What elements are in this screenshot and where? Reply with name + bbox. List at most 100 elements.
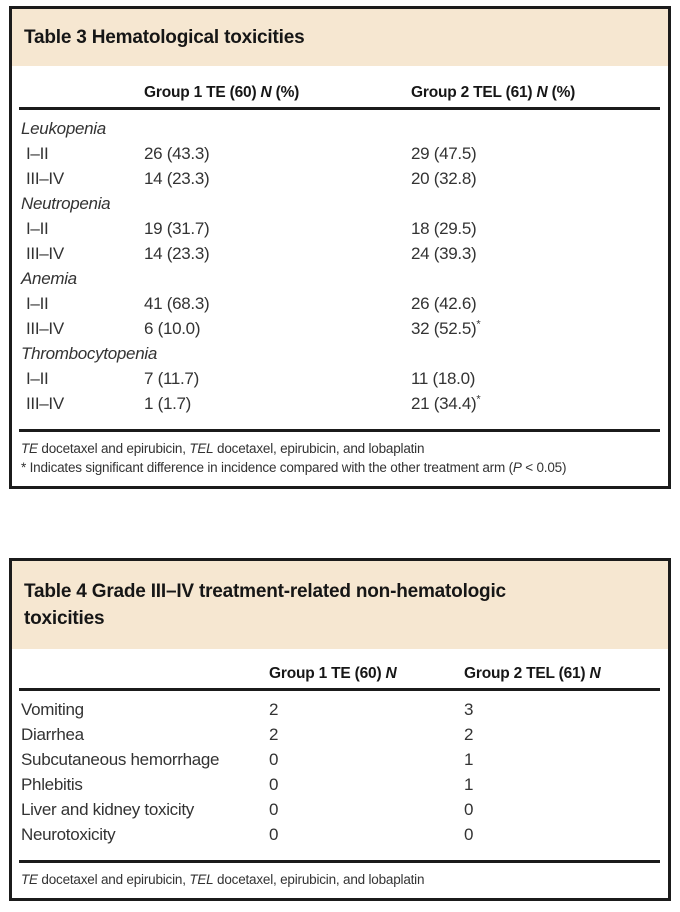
header-text: Group 2 TEL (61): [411, 84, 533, 101]
row-label: Phlebitis: [21, 775, 83, 794]
group2-value: 29 (47.5): [411, 141, 659, 166]
group2-value: 20 (32.8): [411, 166, 659, 191]
table-row: Anemia: [21, 266, 659, 291]
significance-star: *: [476, 318, 481, 331]
p-symbol: P: [512, 460, 522, 475]
row-section-label: Thrombocytopenia: [21, 344, 157, 363]
group2-value: 2: [464, 725, 474, 744]
table3-column-header-row: Group 1 TE (60) N (%) Group 2 TEL (61) N…: [12, 84, 668, 102]
table4-header-rule: [19, 688, 660, 691]
table3-footnotes: TE docetaxel and epirubicin, TEL docetax…: [12, 432, 668, 486]
group1-value: 19 (31.7): [144, 219, 210, 238]
header-text: Group 1 TE (60): [269, 665, 382, 682]
table4-footnotes: TE docetaxel and epirubicin, TEL docetax…: [12, 863, 668, 898]
row-label: III–IV: [26, 319, 64, 338]
group1-value: 26 (43.3): [144, 144, 210, 163]
abbrev-text: docetaxel and epirubicin,: [37, 441, 190, 456]
group1-value: 14 (23.3): [144, 244, 210, 263]
row-section-label: Leukopenia: [21, 119, 106, 138]
table-row: Subcutaneous hemorrhage 0 1: [21, 747, 659, 772]
table3-body: Leukopenia I–II 26 (43.3) 29 (47.5) III–…: [12, 110, 668, 424]
table-row: Neutropenia: [21, 191, 659, 216]
table-row: Leukopenia: [21, 116, 659, 141]
row-label: I–II: [26, 294, 49, 313]
table-row: I–II 41 (68.3) 26 (42.6): [21, 291, 659, 316]
group2-value: 32 (52.5)*: [411, 316, 659, 341]
row-label: III–IV: [26, 244, 64, 263]
table-row: I–II 26 (43.3) 29 (47.5): [21, 141, 659, 166]
group2-value: 1: [464, 750, 474, 769]
group2-value: 1: [464, 775, 474, 794]
row-label: Subcutaneous hemorrhage: [21, 750, 220, 769]
group2-value: [411, 191, 659, 216]
row-label: III–IV: [26, 169, 64, 188]
abbrev-text: docetaxel, epirubicin, and lobaplatin: [213, 872, 425, 887]
table-row: III–IV 14 (23.3) 24 (39.3): [21, 241, 659, 266]
table-row: Diarrhea 2 2: [21, 722, 659, 747]
row-label: Neurotoxicity: [21, 825, 116, 844]
table-row: Vomiting 2 3: [21, 697, 659, 722]
group1-value: [144, 116, 411, 141]
group1-value: 0: [269, 825, 279, 844]
value-text: 32 (52.5): [411, 319, 477, 338]
group2-value: [411, 116, 659, 141]
table3-footnote-rule: [19, 429, 660, 432]
table-row: Neurotoxicity 0 0: [21, 822, 659, 847]
header-text: (%): [551, 84, 576, 101]
table3-title-banner: Table 3 Hematological toxicities: [12, 9, 668, 66]
table3-column-header-group2: Group 2 TEL (61) N (%): [411, 84, 659, 102]
table4-column-header-group2: Group 2 TEL (61) N: [464, 665, 659, 683]
group1-value: 1 (1.7): [144, 394, 192, 413]
group2-value: 0: [464, 800, 474, 819]
row-label: III–IV: [26, 394, 64, 413]
abbrev-text: docetaxel and epirubicin,: [37, 872, 190, 887]
table4-card: Table 4 Grade III–IV treatment-related n…: [9, 558, 671, 901]
header-text: Group 2 TEL (61): [464, 665, 586, 682]
value-text: 29 (47.5): [411, 144, 477, 163]
row-label: Liver and kidney toxicity: [21, 800, 194, 819]
row-label: I–II: [26, 144, 49, 163]
abbreviation-note: TE docetaxel and epirubicin, TEL docetax…: [21, 439, 659, 458]
abbrev-tel: TEL: [189, 872, 214, 887]
header-text: (%): [275, 84, 300, 101]
table-row: Liver and kidney toxicity 0 0: [21, 797, 659, 822]
group2-value: [411, 341, 659, 366]
group1-value: 14 (23.3): [144, 169, 210, 188]
table4-title-banner: Table 4 Grade III–IV treatment-related n…: [12, 561, 668, 649]
group1-value: 2: [269, 725, 279, 744]
group2-value: 24 (39.3): [411, 241, 659, 266]
table4-column-header-row: Group 1 TE (60) N Group 2 TEL (61) N: [12, 665, 668, 683]
group2-value: 26 (42.6): [411, 291, 659, 316]
group2-value: 18 (29.5): [411, 216, 659, 241]
significance-text: < 0.05): [521, 460, 567, 475]
table-row: I–II 19 (31.7) 18 (29.5): [21, 216, 659, 241]
table3-title: Table 3 Hematological toxicities: [24, 27, 305, 48]
group2-value: [411, 266, 659, 291]
significance-text: * Indicates significant difference in in…: [21, 460, 513, 475]
abbreviation-note: TE docetaxel and epirubicin, TEL docetax…: [21, 870, 659, 889]
table-row: I–II 7 (11.7) 11 (18.0): [21, 366, 659, 391]
abbrev-text: docetaxel, epirubicin, and lobaplatin: [213, 441, 425, 456]
header-n-symbol: N: [589, 665, 601, 682]
group2-value: 0: [464, 825, 474, 844]
abbrev-te: TE: [21, 872, 38, 887]
group1-value: 0: [269, 750, 279, 769]
significance-note: * Indicates significant difference in in…: [21, 458, 659, 477]
group2-value: 11 (18.0): [411, 366, 659, 391]
value-text: 20 (32.8): [411, 169, 477, 188]
value-text: 24 (39.3): [411, 244, 477, 263]
value-text: 21 (34.4): [411, 394, 477, 413]
table-row: III–IV 14 (23.3) 20 (32.8): [21, 166, 659, 191]
group1-value: 0: [269, 775, 279, 794]
header-n-symbol: N: [385, 665, 397, 682]
value-text: 18 (29.5): [411, 219, 477, 238]
table-row: Phlebitis 0 1: [21, 772, 659, 797]
value-text: 11 (18.0): [411, 369, 476, 388]
group1-value: 2: [269, 700, 279, 719]
group1-value: [144, 191, 411, 216]
group1-value: 0: [269, 800, 279, 819]
abbrev-tel: TEL: [189, 441, 214, 456]
table3-card: Table 3 Hematological toxicities Group 1…: [9, 6, 671, 489]
group1-value: [144, 266, 411, 291]
table4-title-line2: toxicities: [24, 608, 105, 629]
